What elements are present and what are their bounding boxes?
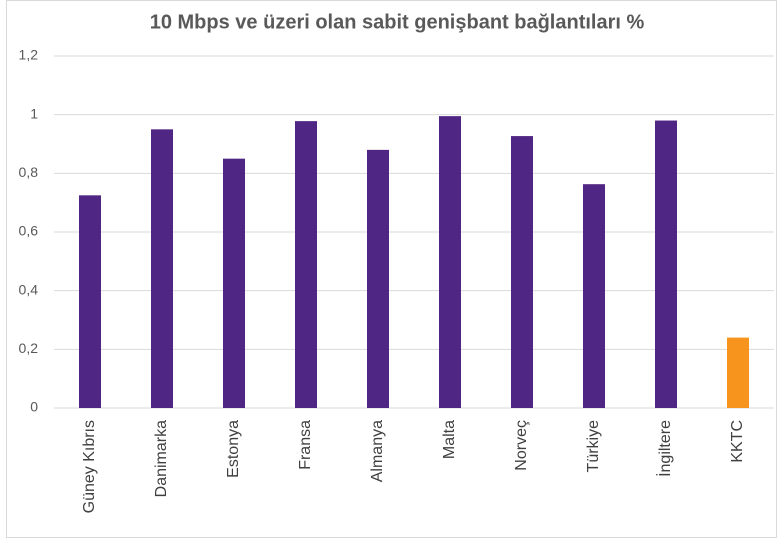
bar [151,129,173,409]
x-tick-label: Almanya [369,420,386,482]
x-tick-label: Fransa [297,420,314,470]
x-tick-label: KKTC [729,420,746,463]
y-tick-label: 0 [30,399,38,415]
bar [727,337,749,408]
bar [655,120,677,409]
chart-title: 10 Mbps ve üzeri olan sabit genişbant ba… [150,11,645,33]
x-tick-label: Güney Kıbrıs [81,420,98,513]
y-tick-label: 0,6 [19,223,39,239]
y-tick-label: 0,8 [19,164,39,180]
bar [367,149,389,408]
x-tick-label: Danimarka [153,420,170,497]
bar [511,136,533,408]
y-tick-label: 1,2 [19,47,39,63]
y-tick-label: 1 [30,105,38,121]
y-tick-label: 0,2 [19,340,39,356]
x-tick-label: Türkiye [585,420,602,473]
x-tick-label: İngiltere [655,420,674,477]
y-tick-label: 0,4 [19,281,39,297]
x-tick-label: Estonya [225,420,242,478]
x-tick-label: Malta [441,420,458,459]
x-tick-label: Norveç [513,420,530,471]
bar [295,121,317,409]
bar [79,195,101,408]
bar [439,116,461,408]
bar [223,158,245,408]
bar [583,184,605,408]
chart-border [6,0,777,538]
